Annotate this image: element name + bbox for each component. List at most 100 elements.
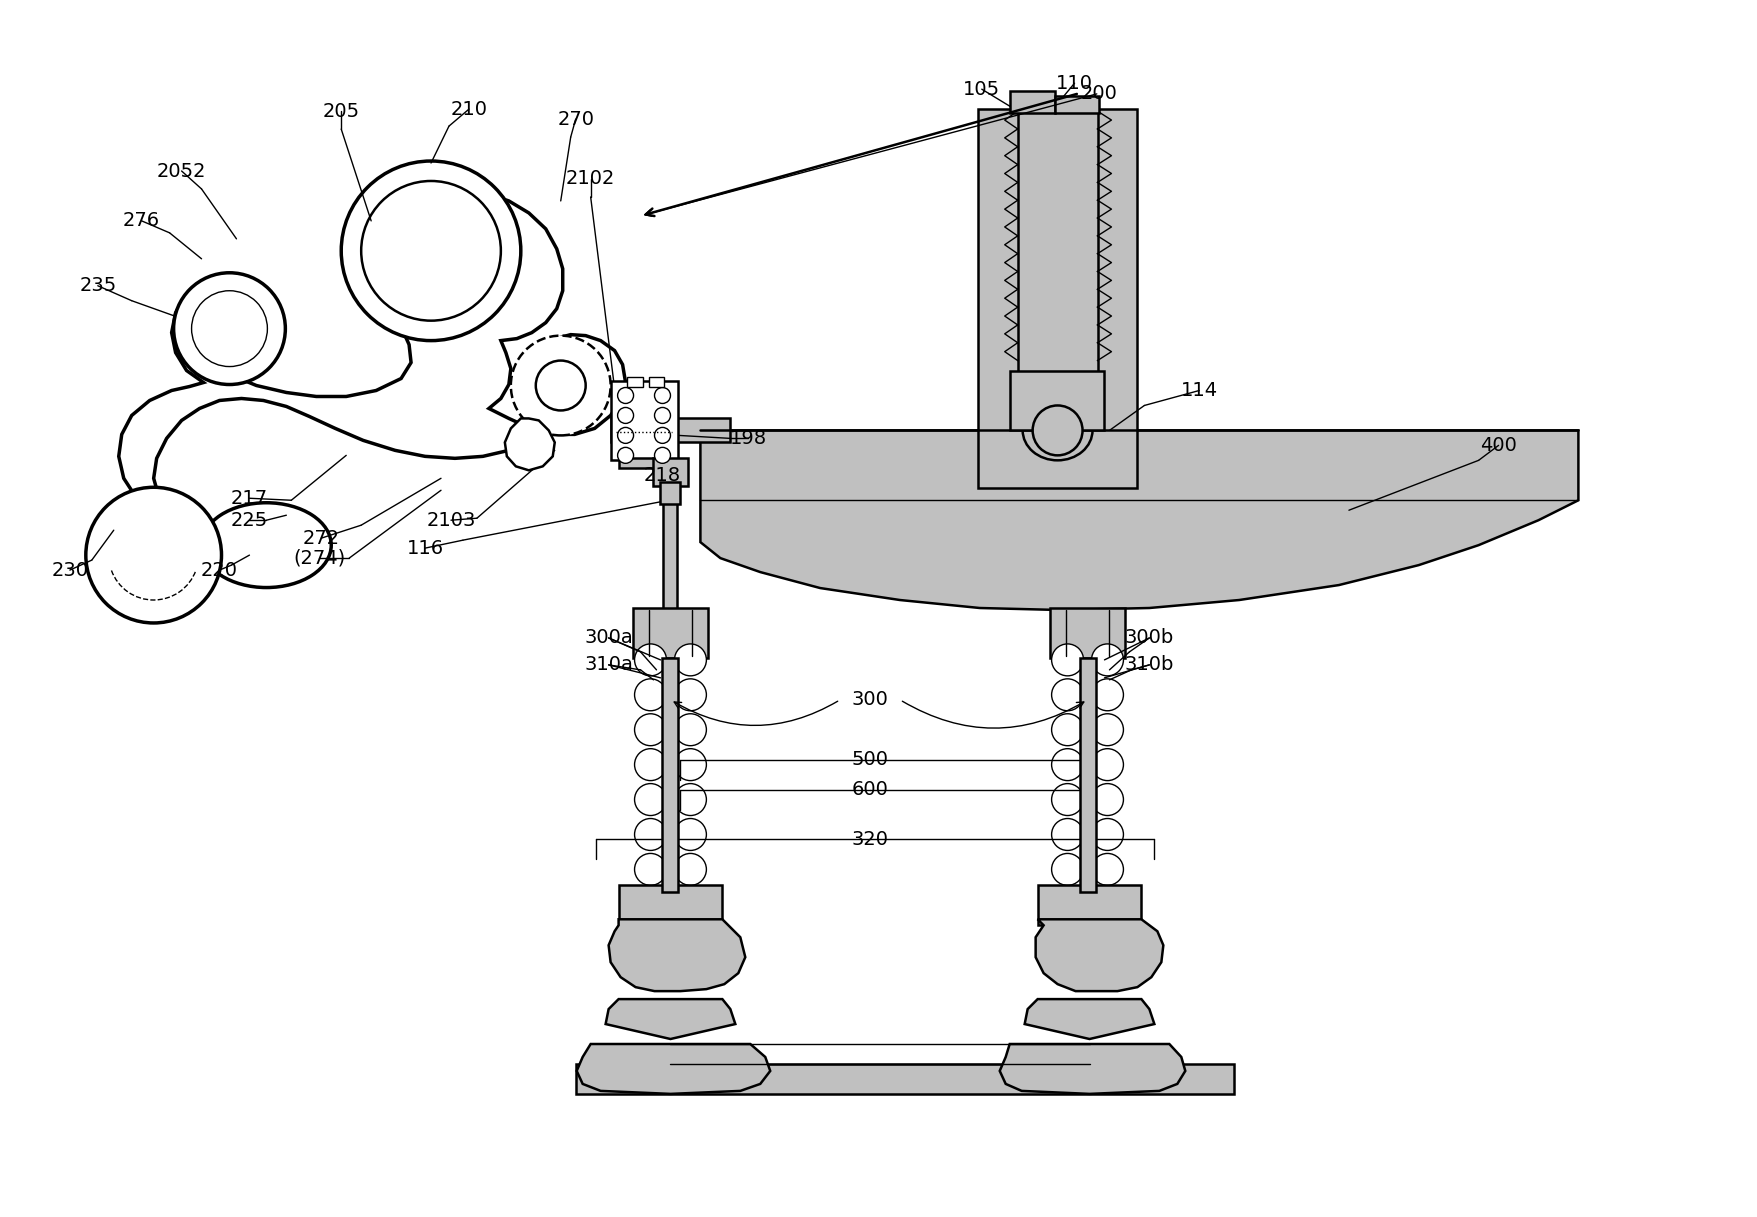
Circle shape bbox=[654, 408, 669, 424]
Text: 225: 225 bbox=[230, 511, 267, 529]
Circle shape bbox=[634, 853, 666, 885]
Circle shape bbox=[654, 448, 669, 464]
Bar bbox=[1079, 658, 1095, 892]
Text: 230: 230 bbox=[51, 561, 88, 579]
Circle shape bbox=[654, 387, 669, 404]
Circle shape bbox=[1091, 713, 1123, 746]
Circle shape bbox=[675, 679, 706, 711]
Circle shape bbox=[675, 644, 706, 675]
Circle shape bbox=[1051, 713, 1082, 746]
Text: 198: 198 bbox=[729, 428, 766, 448]
Circle shape bbox=[675, 853, 706, 885]
Circle shape bbox=[617, 387, 633, 404]
Text: 235: 235 bbox=[79, 276, 116, 296]
Text: 105: 105 bbox=[963, 79, 1000, 99]
Polygon shape bbox=[699, 431, 1578, 610]
Circle shape bbox=[1091, 679, 1123, 711]
Polygon shape bbox=[504, 419, 555, 470]
Text: 300a: 300a bbox=[583, 628, 633, 647]
Circle shape bbox=[1031, 405, 1082, 455]
Circle shape bbox=[1091, 853, 1123, 885]
Polygon shape bbox=[1024, 999, 1154, 1039]
Circle shape bbox=[1051, 644, 1082, 675]
Text: 310b: 310b bbox=[1124, 656, 1174, 674]
Text: 600: 600 bbox=[850, 780, 887, 800]
Circle shape bbox=[174, 273, 285, 385]
Text: 310a: 310a bbox=[583, 656, 633, 674]
Bar bbox=[648, 376, 664, 387]
Circle shape bbox=[675, 748, 706, 780]
Polygon shape bbox=[119, 191, 625, 509]
Bar bbox=[1009, 91, 1054, 113]
Bar bbox=[610, 419, 729, 443]
Circle shape bbox=[86, 487, 221, 623]
Text: 220: 220 bbox=[200, 561, 237, 579]
Text: 114: 114 bbox=[1181, 381, 1218, 400]
Circle shape bbox=[511, 336, 610, 436]
Circle shape bbox=[617, 427, 633, 443]
Circle shape bbox=[1051, 784, 1082, 815]
Text: 270: 270 bbox=[557, 110, 594, 129]
Text: 210: 210 bbox=[450, 100, 487, 118]
Text: 205: 205 bbox=[323, 102, 360, 120]
Circle shape bbox=[675, 819, 706, 851]
Bar bbox=[618, 459, 668, 469]
Circle shape bbox=[1091, 748, 1123, 780]
Circle shape bbox=[341, 161, 520, 341]
Polygon shape bbox=[576, 1044, 770, 1094]
Text: 320: 320 bbox=[850, 830, 887, 849]
Text: 2052: 2052 bbox=[156, 162, 206, 180]
Circle shape bbox=[1051, 819, 1082, 851]
Ellipse shape bbox=[202, 503, 330, 588]
Text: (274): (274) bbox=[293, 549, 344, 567]
Polygon shape bbox=[1035, 919, 1163, 991]
Text: 300b: 300b bbox=[1124, 628, 1174, 647]
Text: 2103: 2103 bbox=[425, 511, 476, 529]
Bar bbox=[625, 376, 641, 387]
Circle shape bbox=[617, 408, 633, 424]
Bar bbox=[1049, 608, 1124, 658]
Circle shape bbox=[634, 748, 666, 780]
Circle shape bbox=[634, 784, 666, 815]
Circle shape bbox=[192, 291, 267, 366]
Circle shape bbox=[1091, 784, 1123, 815]
Circle shape bbox=[360, 181, 501, 320]
Text: 300: 300 bbox=[850, 690, 887, 710]
Text: 400: 400 bbox=[1479, 436, 1516, 455]
Bar bbox=[1037, 885, 1140, 925]
Text: 276: 276 bbox=[123, 212, 160, 230]
Circle shape bbox=[634, 644, 666, 675]
Text: 217: 217 bbox=[230, 489, 267, 507]
Circle shape bbox=[1051, 853, 1082, 885]
Text: 272: 272 bbox=[302, 528, 339, 548]
Polygon shape bbox=[1000, 1044, 1184, 1094]
Circle shape bbox=[675, 784, 706, 815]
Text: 110: 110 bbox=[1056, 74, 1093, 92]
Text: 116: 116 bbox=[406, 539, 443, 557]
Bar bbox=[610, 381, 678, 460]
Circle shape bbox=[634, 679, 666, 711]
Bar bbox=[575, 1064, 1233, 1094]
Circle shape bbox=[1091, 819, 1123, 851]
Bar bbox=[661, 482, 680, 504]
Bar bbox=[662, 500, 676, 710]
Text: 2102: 2102 bbox=[566, 169, 615, 189]
Circle shape bbox=[634, 819, 666, 851]
Circle shape bbox=[1051, 748, 1082, 780]
Bar bbox=[1054, 96, 1098, 113]
Bar bbox=[977, 110, 1137, 488]
Text: 218: 218 bbox=[643, 466, 680, 484]
Circle shape bbox=[1051, 679, 1082, 711]
Circle shape bbox=[1091, 644, 1123, 675]
Circle shape bbox=[654, 427, 669, 443]
Bar bbox=[662, 658, 678, 892]
Bar bbox=[618, 885, 722, 925]
Bar bbox=[1017, 101, 1096, 376]
Polygon shape bbox=[608, 919, 745, 991]
Polygon shape bbox=[604, 999, 734, 1039]
Text: 200: 200 bbox=[1081, 84, 1117, 102]
Text: 500: 500 bbox=[850, 750, 887, 769]
Circle shape bbox=[675, 713, 706, 746]
Bar bbox=[1009, 370, 1103, 431]
Circle shape bbox=[536, 360, 585, 410]
